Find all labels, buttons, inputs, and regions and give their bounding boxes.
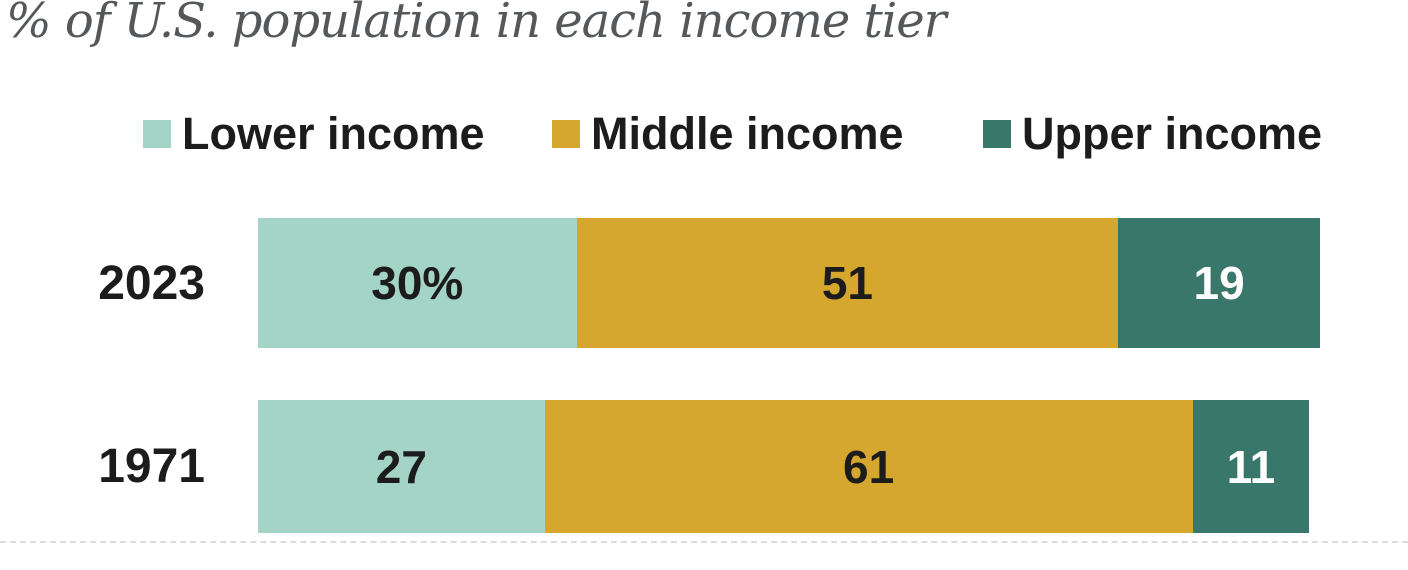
middle-income-swatch bbox=[552, 120, 580, 148]
legend-label: Upper income bbox=[1022, 108, 1323, 159]
year-label-1971: 1971 bbox=[98, 440, 205, 493]
bar-segment-upper-income: 11 bbox=[1192, 400, 1310, 533]
segment-value-label: 19 bbox=[1193, 257, 1245, 309]
chart-title: % of U.S. population in each income tier bbox=[6, 0, 947, 49]
bar-segment-middle-income: 51 bbox=[576, 218, 1119, 348]
segment-value-label: 27 bbox=[375, 440, 427, 493]
segment-value-label: 61 bbox=[843, 440, 895, 493]
legend-item-upper-income: Upper income bbox=[983, 108, 1322, 159]
legend-item-lower-income: Lower income bbox=[143, 108, 485, 159]
legend-label: Middle income bbox=[591, 108, 904, 159]
bar-segment-lower-income: 30% bbox=[258, 218, 577, 348]
bottom-divider bbox=[0, 541, 1408, 543]
year-label-2023: 2023 bbox=[98, 256, 205, 310]
segment-value-label: 30% bbox=[371, 257, 464, 309]
legend-label: Lower income bbox=[182, 108, 485, 159]
segment-value-label: 11 bbox=[1226, 440, 1276, 493]
bar-segment-lower-income: 27 bbox=[258, 400, 545, 533]
segment-value-label: 51 bbox=[821, 257, 873, 309]
bar-segment-middle-income: 61 bbox=[544, 400, 1193, 533]
bar-segment-upper-income: 19 bbox=[1118, 218, 1320, 348]
upper-income-swatch bbox=[983, 120, 1011, 148]
bar-row-2023: 30% 51 19 bbox=[258, 218, 1320, 348]
legend-item-middle-income: Middle income bbox=[552, 108, 904, 159]
lower-income-swatch bbox=[143, 120, 171, 148]
bar-row-1971: 27 61 11 bbox=[258, 400, 1320, 533]
